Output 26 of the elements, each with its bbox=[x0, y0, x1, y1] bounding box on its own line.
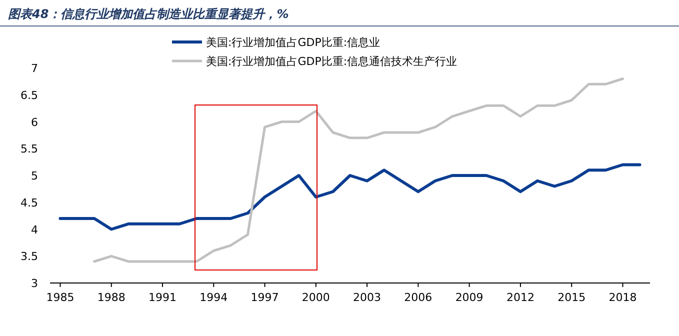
line-series bbox=[93, 78, 624, 263]
x-tick-label: 1991 bbox=[148, 291, 176, 304]
y-tick-label: 6.5 bbox=[20, 88, 38, 102]
line-series bbox=[58, 163, 642, 231]
x-tick-label: 2012 bbox=[506, 291, 534, 304]
x-tick-label: 1988 bbox=[97, 291, 126, 304]
x-tick-label: 2003 bbox=[353, 291, 382, 304]
x-tick-label: 1997 bbox=[250, 291, 279, 304]
x-tick-label: 2009 bbox=[455, 291, 484, 304]
y-tick-label: 3.5 bbox=[20, 250, 38, 264]
y-tick-label: 4.5 bbox=[20, 196, 38, 210]
x-tick-label: 2006 bbox=[404, 291, 432, 304]
y-tick-label: 5 bbox=[31, 170, 38, 182]
y-tick-label: 4 bbox=[31, 223, 38, 236]
y-tick-label: 7 bbox=[31, 62, 38, 75]
x-tick-label: 2000 bbox=[302, 291, 330, 304]
y-tick-label: 6 bbox=[31, 116, 38, 129]
legend-label: 美国:行业增加值占GDP比重:信息通信技术生产行业 bbox=[206, 55, 458, 68]
x-tick-label: 1985 bbox=[46, 291, 74, 304]
y-tick-label: 3 bbox=[31, 277, 38, 290]
x-tick-label: 2015 bbox=[558, 291, 586, 304]
x-tick-label: 2018 bbox=[608, 291, 637, 304]
legend-label: 美国:行业增加值占GDP比重:信息业 bbox=[206, 36, 380, 49]
y-tick-label: 5.5 bbox=[20, 142, 38, 156]
chart-title: 图表48：信息行业增加值占制造业比重显著提升，% bbox=[8, 7, 289, 21]
x-tick-label: 1994 bbox=[200, 291, 228, 304]
